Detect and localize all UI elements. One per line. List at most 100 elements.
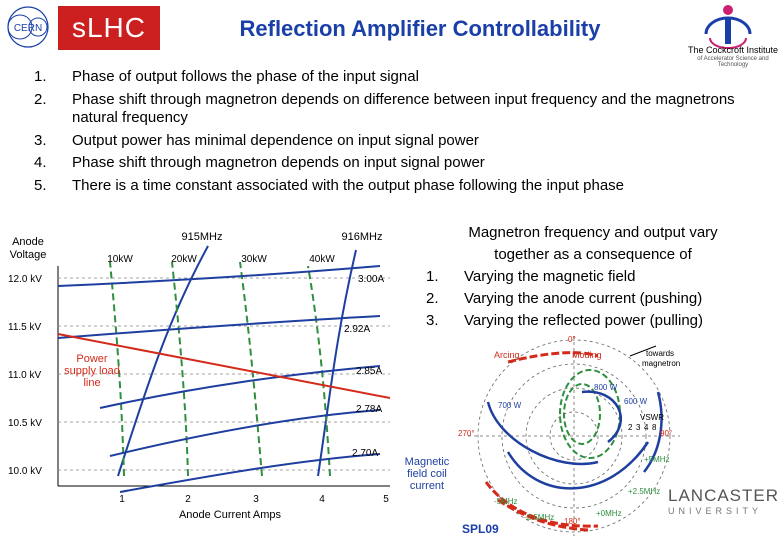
freq-label: +5MHz <box>644 455 670 464</box>
list-number: 2. <box>34 90 47 108</box>
cockcroft-name: The Cockcroft Institute <box>687 45 779 55</box>
header: CERN sLHC Reflection Amplifier Controlla… <box>0 0 780 68</box>
list-text: Output power has minimal dependence on i… <box>72 131 479 149</box>
annotation: Arcing <box>494 350 520 360</box>
list-text: Phase shift through magnetron depends on… <box>72 154 485 171</box>
frequency-curves <box>486 390 663 490</box>
x-tick-label: 1 <box>119 494 125 505</box>
freq-label: +0MHz <box>596 509 622 518</box>
power-label: 20kW <box>171 254 197 265</box>
power-label: 10kW <box>107 254 133 265</box>
annotation: 3 <box>636 423 641 432</box>
current-label: 2.70A <box>352 448 378 459</box>
current-label: 2.92A <box>344 324 370 335</box>
y-tick-label: 10.0 kV <box>8 466 42 477</box>
annotation: 4 <box>644 423 649 432</box>
slide-code: SPL09 <box>462 522 499 536</box>
list-item: 2. Phase shift through magnetron depends … <box>30 91 770 128</box>
grid <box>58 277 390 471</box>
x-axis-label: Anode Current Amps <box>179 509 282 521</box>
y-axis-label: Voltage <box>10 249 47 261</box>
list-item: 3. Varying the reflected power (pulling) <box>420 310 766 332</box>
annotation: 2 <box>628 423 633 432</box>
list-text: Varying the anode current (pushing) <box>464 290 703 307</box>
field-coil-text: field coil <box>407 468 447 480</box>
list-item: 3. Output power has minimal dependence on… <box>30 132 770 151</box>
freq-label: +2.5MHz <box>628 487 660 496</box>
supply-line-label: supply load <box>64 365 120 377</box>
x-tick-label: 3 <box>253 494 259 505</box>
list-item: 2. Varying the anode current (pushing) <box>420 288 766 310</box>
cern-logo: CERN <box>7 6 49 48</box>
supply-line-label: line <box>83 377 100 389</box>
current-label: 2.85A <box>356 366 382 377</box>
lancaster-name: LANCASTER <box>668 486 780 505</box>
power-label: 30kW <box>241 254 267 265</box>
explanation-heading: Magnetron frequency and output vary <box>468 224 718 241</box>
annotation: Moding <box>572 350 602 360</box>
angle-label: 0° <box>568 335 576 344</box>
x-tick-label: 5 <box>383 494 389 505</box>
freq-curve-916 <box>317 249 357 477</box>
list-text: There is a time constant associated with… <box>72 176 625 194</box>
list-number: 3. <box>426 312 439 329</box>
angle-label: 90° <box>660 429 672 438</box>
freq-label: 916MHz <box>342 231 383 243</box>
cockcroft-logo <box>704 5 752 49</box>
field-coil-label: Magnetic field coil current <box>398 456 456 492</box>
annotation: towards <box>646 349 674 358</box>
annotation: 700 W <box>498 401 522 410</box>
annotation: 600 W <box>624 397 648 406</box>
power-curves <box>109 261 331 477</box>
list-item: 4. Phase shift through magnetron depends … <box>30 154 770 173</box>
list-number: 4. <box>34 154 47 171</box>
rieke-polar-diagram: 0° 90° 180° 270° Arcing Moding towards m… <box>458 335 680 536</box>
list-text: Phase shift through magnetron depends on… <box>72 90 735 127</box>
list-number: 5. <box>34 176 47 194</box>
y-tick-label: 11.0 kV <box>8 370 41 381</box>
x-tick-label: 2 <box>185 494 191 505</box>
field-coil-text: current <box>409 480 445 492</box>
freq-label: -2.5MHz <box>524 513 554 522</box>
list-text: Varying the magnetic field <box>464 268 636 285</box>
angle-label: 270° <box>458 429 475 438</box>
current-label: 2.78A <box>356 404 382 415</box>
page-title: Reflection Amplifier Controllability <box>239 16 601 41</box>
y-tick-label: 11.5 kV <box>8 322 41 333</box>
list-item: 1. Varying the magnetic field <box>420 266 766 288</box>
freq-contours <box>484 351 599 532</box>
list-item: 1. Phase of output follows the phase of t… <box>30 68 770 87</box>
field-coil-text: Magnetic <box>404 456 450 468</box>
lancaster-sub: UNIVERSITY <box>668 506 763 516</box>
list-text: Varying the reflected power (pulling) <box>464 312 704 329</box>
supply-load-line <box>57 333 391 399</box>
key-points-list: 1. Phase of output follows the phase of t… <box>30 68 770 199</box>
annotation: 800 W <box>594 383 618 392</box>
list-number: 3. <box>34 131 47 149</box>
y-axis-label: Anode <box>12 236 44 248</box>
list-number: 2. <box>426 290 439 307</box>
cockcroft-subtitle: of Accelerator Science and Technology <box>697 56 769 68</box>
list-item: 5. There is a time constant associated wi… <box>30 177 770 196</box>
list-number: 1. <box>34 68 47 85</box>
explanation-heading: together as a consequence of <box>494 246 692 263</box>
freq-label: 915MHz <box>182 231 223 243</box>
magnetron-performance-chart: Anode Voltage 12.0 kV 11.5 kV 11.0 kV 10… <box>8 231 391 521</box>
list-number: 1. <box>426 268 439 285</box>
freq-label: -5MHz <box>494 497 518 506</box>
cern-logo-text: CERN <box>14 23 42 34</box>
polar-grid <box>468 336 680 536</box>
slhc-badge: sLHC <box>58 6 160 50</box>
x-tick-label: 4 <box>319 494 325 505</box>
annotation: 8 <box>652 423 657 432</box>
explanation-panel: Magnetron frequency and output vary toge… <box>420 222 766 332</box>
annotation: VSWR <box>640 413 664 422</box>
y-tick-label: 12.0 kV <box>8 274 42 285</box>
freq-curve-915 <box>117 245 209 477</box>
angle-label: 180° <box>564 517 581 526</box>
list-text: Phase of output follows the phase of the… <box>72 68 419 85</box>
power-label: 40kW <box>309 254 335 265</box>
supply-line-label: Power <box>76 353 108 365</box>
annotation: magnetron <box>642 359 680 368</box>
y-tick-label: 10.5 kV <box>8 418 42 429</box>
